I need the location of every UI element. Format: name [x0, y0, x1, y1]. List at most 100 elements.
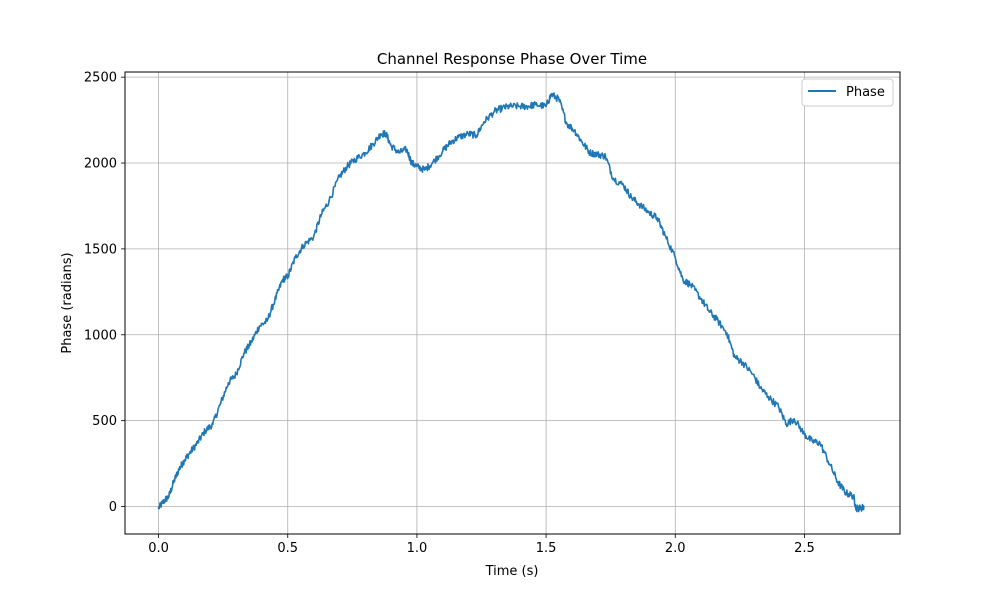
data-point — [385, 133, 387, 135]
data-point — [467, 133, 470, 135]
data-point — [545, 105, 547, 108]
x-tick-label: 0.0 — [148, 541, 169, 556]
data-point — [398, 151, 400, 154]
data-point — [811, 440, 813, 443]
legend-label-phase: Phase — [846, 85, 885, 100]
data-point — [550, 93, 553, 96]
data-point — [860, 507, 863, 510]
data-point — [638, 203, 640, 206]
data-point — [410, 162, 413, 164]
data-point — [243, 352, 245, 355]
data-point — [188, 452, 191, 455]
data-point — [674, 256, 677, 259]
data-point — [855, 507, 857, 510]
x-tick-label: 0.5 — [277, 541, 298, 556]
data-point — [162, 500, 165, 503]
data-point — [157, 507, 160, 510]
x-axis-label: Time (s) — [485, 564, 539, 579]
y-axis-label: Phase (radians) — [60, 252, 75, 353]
series-line-phase — [157, 92, 865, 513]
y-axis-ticks: 0 500 1000 1500 2000 2500 — [84, 71, 125, 515]
data-point — [656, 217, 658, 219]
chart-title: Channel Response Phase Over Time — [377, 50, 647, 68]
data-point — [441, 150, 444, 152]
data-point — [726, 332, 728, 334]
data-point — [596, 153, 599, 156]
x-tick-label: 2.5 — [794, 541, 815, 556]
data-point — [863, 505, 865, 508]
data-point — [785, 423, 788, 425]
data-point — [457, 136, 460, 139]
data-point — [227, 382, 230, 384]
data-point — [372, 143, 374, 145]
data-point — [196, 442, 199, 444]
data-point — [294, 256, 297, 259]
plot-area-frame — [124, 71, 901, 535]
y-tick-label: 2000 — [84, 157, 117, 172]
y-tick-label: 2500 — [84, 71, 117, 86]
data-point — [286, 275, 289, 278]
data-point — [793, 418, 795, 420]
data-point — [648, 212, 651, 214]
data-point — [803, 433, 806, 436]
data-point — [183, 459, 186, 461]
data-point — [527, 105, 529, 108]
data-point — [519, 105, 522, 108]
data-point — [483, 121, 485, 123]
data-point — [338, 175, 341, 178]
data-point — [501, 107, 503, 109]
data-point — [558, 98, 560, 101]
y-tick-label: 0 — [109, 500, 117, 515]
data-point — [204, 430, 206, 432]
data-point — [266, 320, 268, 322]
x-tick-label: 1.5 — [536, 541, 557, 556]
x-tick-label: 1.0 — [407, 541, 428, 556]
data-point — [715, 318, 718, 321]
data-point — [168, 495, 170, 498]
data-point — [700, 297, 702, 300]
data-point — [235, 373, 237, 376]
data-point — [534, 103, 537, 106]
data-point — [312, 236, 315, 238]
legend: Phase — [801, 78, 894, 107]
legend-box — [801, 78, 894, 107]
y-tick-label: 1500 — [84, 242, 117, 257]
data-point — [173, 479, 175, 482]
data-point — [431, 162, 434, 164]
data-point — [819, 442, 821, 444]
data-point — [767, 395, 770, 398]
data-point — [274, 299, 276, 302]
series-layer — [157, 92, 865, 513]
data-point — [416, 165, 418, 168]
data-point — [281, 279, 284, 281]
data-point — [837, 481, 839, 484]
x-axis-ticks: 0.0 0.5 1.0 1.5 2.0 2.5 — [148, 534, 815, 556]
data-point — [320, 213, 323, 216]
data-point — [328, 200, 330, 202]
data-point — [664, 234, 666, 236]
y-tick-label: 1000 — [84, 328, 117, 343]
data-point — [604, 155, 607, 157]
data-point — [346, 165, 348, 168]
data-point — [390, 145, 392, 147]
data-point — [509, 105, 511, 108]
data-point — [178, 467, 181, 470]
x-tick-label: 2.0 — [665, 541, 686, 556]
data-point — [759, 387, 762, 389]
data-point — [852, 495, 855, 498]
data-point — [622, 184, 625, 187]
data-point — [708, 309, 710, 312]
data-point — [682, 279, 684, 281]
data-point — [589, 151, 591, 154]
data-point — [405, 148, 408, 151]
data-point — [354, 158, 356, 161]
data-point — [829, 464, 832, 467]
y-tick-label: 500 — [92, 414, 117, 429]
data-point — [364, 151, 367, 154]
data-point — [219, 402, 222, 405]
data-point — [777, 406, 780, 408]
data-point — [258, 325, 261, 327]
data-point — [475, 134, 478, 137]
data-point — [493, 110, 496, 113]
data-point — [379, 133, 382, 135]
